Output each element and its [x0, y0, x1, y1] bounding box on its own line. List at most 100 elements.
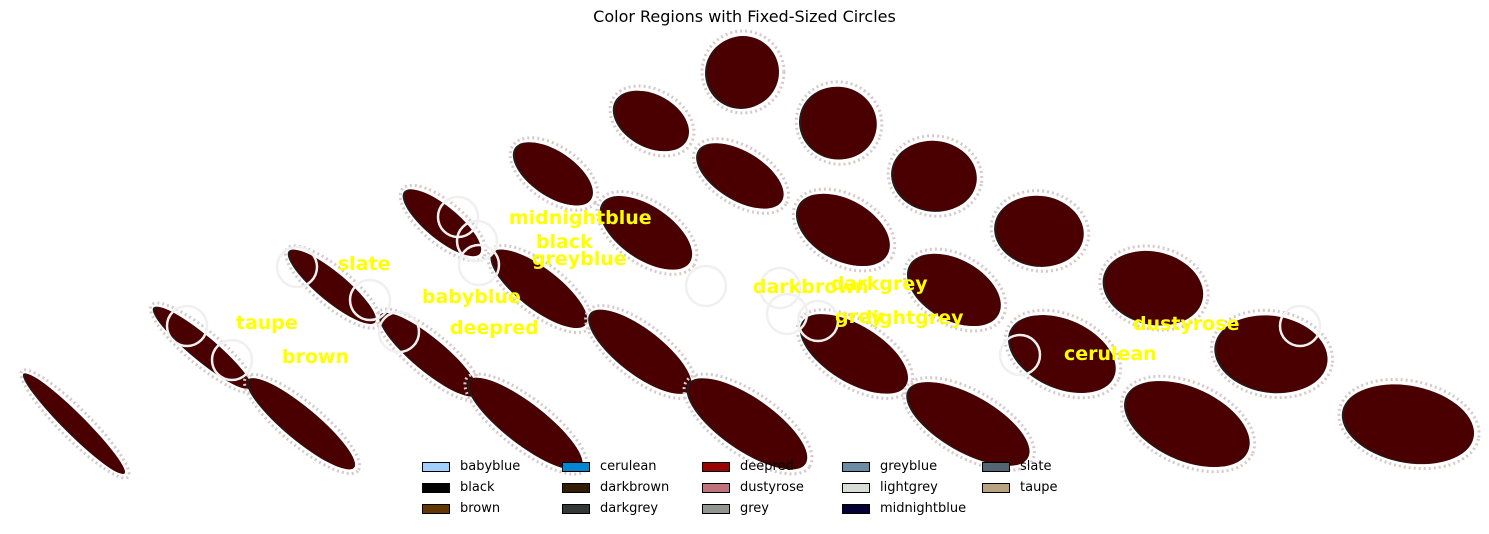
region-halo	[508, 136, 600, 212]
region-body	[24, 374, 125, 474]
region-body	[1216, 315, 1328, 393]
legend-swatch	[842, 482, 870, 493]
marker-circle	[796, 299, 840, 343]
legend-entry: midnightblue	[842, 501, 966, 516]
region-label: slate	[338, 253, 391, 275]
legend-swatch	[562, 461, 590, 472]
region-halo	[691, 137, 791, 215]
region-blob	[398, 183, 488, 263]
region-halo	[242, 372, 362, 476]
region-body	[154, 307, 252, 389]
legend-label: taupe	[1020, 480, 1058, 495]
legend-label: deepred	[740, 459, 794, 474]
region-blob	[1003, 308, 1123, 400]
chart-title: Color Regions with Fixed-Sized Circles	[593, 7, 896, 26]
region-body	[1104, 250, 1204, 326]
legend-label: black	[460, 480, 495, 495]
region-label: darkgrey	[831, 273, 928, 295]
marker-circle	[165, 304, 209, 348]
region-body	[688, 378, 808, 470]
marker-circle	[684, 264, 728, 308]
region-blob	[682, 372, 814, 476]
region-halo	[902, 376, 1036, 472]
region-body	[515, 142, 593, 206]
legend-swatch	[982, 482, 1010, 493]
legend-entry: cerulean	[562, 459, 657, 474]
region-blob	[902, 247, 1008, 333]
region-body	[798, 193, 890, 267]
region-body	[469, 378, 583, 470]
legend-entry: babyblue	[422, 459, 520, 474]
legend-entry: deepred	[702, 459, 794, 474]
legend-label: lightgrey	[880, 480, 938, 495]
region-blob	[1098, 244, 1210, 332]
region-label: babyblue	[422, 286, 521, 308]
legend-entry: grey	[702, 501, 769, 516]
marker-circle	[377, 310, 421, 354]
marker-circle	[210, 338, 254, 382]
legend-swatch	[562, 503, 590, 514]
region-label: brown	[282, 346, 349, 368]
legend: babyblue black brown cerulean darkbrown darkg…	[418, 459, 1118, 523]
region-label: cerulean	[1064, 343, 1157, 365]
legend-label: dustyrose	[740, 480, 804, 495]
legend-label: grey	[740, 501, 770, 516]
legend-entry: taupe	[982, 480, 1058, 495]
legend-swatch	[422, 482, 450, 493]
region-label: darkbrown	[753, 276, 869, 298]
region-body	[1010, 315, 1116, 393]
region-halo	[486, 243, 594, 335]
marker-circle	[758, 266, 802, 310]
region-blob	[989, 189, 1091, 273]
legend-swatch	[422, 503, 450, 514]
region-blob	[486, 243, 594, 335]
region-label: greyblue	[532, 248, 627, 270]
region-body	[590, 310, 692, 394]
legend-swatch	[702, 461, 730, 472]
legend-swatch	[702, 482, 730, 493]
legend-swatch	[422, 461, 450, 472]
legend-swatch	[982, 461, 1010, 472]
region-blob	[691, 137, 791, 215]
region-label: taupe	[236, 312, 298, 334]
marker-circle	[348, 278, 392, 322]
legend-label: babyblue	[460, 459, 521, 474]
legend-label: darkgrey	[600, 501, 659, 516]
region-body	[801, 314, 909, 394]
region-blob	[886, 134, 984, 218]
legend-swatch	[562, 482, 590, 493]
region-body	[248, 378, 356, 470]
region-blob	[608, 84, 696, 158]
marker-circle	[455, 219, 499, 263]
legend-entry: black	[422, 480, 495, 495]
legend-swatch	[842, 503, 870, 514]
legend-swatch	[702, 503, 730, 514]
region-label: deepred	[450, 317, 539, 339]
region-body	[615, 90, 689, 152]
region-body	[893, 140, 977, 212]
region-body	[801, 86, 877, 160]
region-body	[289, 250, 377, 324]
marker-circle	[275, 245, 319, 289]
legend-label: brown	[460, 501, 501, 516]
region-halo	[682, 372, 814, 476]
marker-circle	[457, 243, 501, 287]
region-halo	[595, 190, 699, 276]
region-halo	[608, 84, 696, 158]
legend-label: darkbrown	[600, 480, 670, 495]
region-blob	[19, 368, 131, 480]
region-body	[381, 313, 479, 397]
region-label: black	[536, 231, 593, 253]
region-body	[404, 189, 482, 257]
region-body	[601, 196, 693, 270]
legend-entry: dustyrose	[702, 480, 804, 495]
region-body	[996, 195, 1084, 267]
region-body	[698, 143, 784, 209]
legend-entry: darkbrown	[562, 480, 669, 495]
blob-layer	[19, 29, 1481, 480]
marker-circle	[1278, 304, 1322, 348]
region-halo	[398, 183, 488, 263]
region-blob	[1337, 377, 1481, 471]
region-label: dustyrose	[1133, 313, 1240, 335]
region-body	[908, 382, 1030, 466]
